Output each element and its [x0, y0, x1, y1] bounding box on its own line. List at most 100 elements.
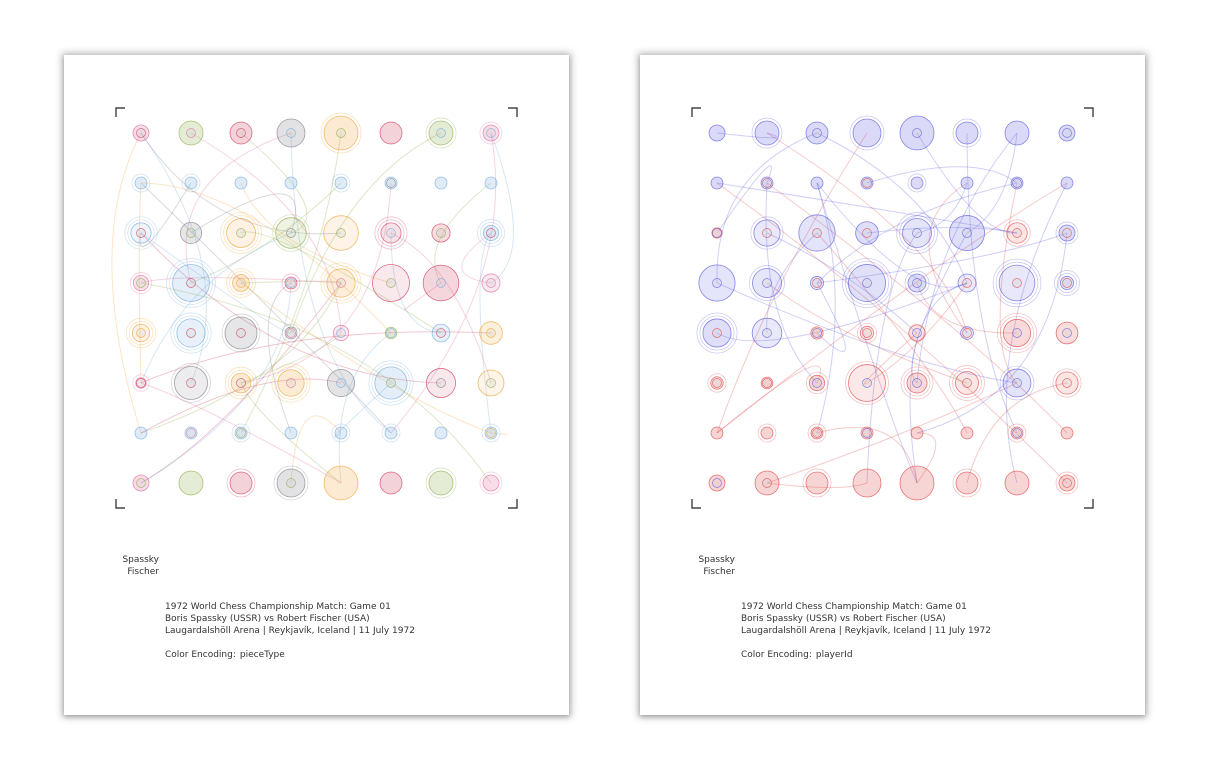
square-circle [899, 465, 935, 501]
square-circle [754, 120, 780, 146]
game-title: 1972 World Chess Championship Match: Gam… [741, 602, 967, 612]
color-encoding-label: Color Encoding: [741, 650, 812, 660]
square-circle [134, 426, 148, 440]
capture-dot [436, 278, 446, 288]
square-node [845, 361, 889, 405]
square-node [860, 426, 874, 440]
move-visualization [111, 107, 518, 509]
visit-ring [231, 423, 251, 443]
color-encoding-value: pieceType [239, 650, 285, 660]
square-node [477, 219, 505, 247]
square-node [707, 373, 727, 393]
visit-ring [899, 215, 935, 251]
move-path [240, 182, 392, 284]
visit-ring [171, 363, 211, 403]
square-circle [753, 219, 781, 247]
move-path [716, 165, 772, 234]
capture-dot [862, 278, 872, 288]
square-circle [374, 366, 408, 400]
visit-ring [750, 216, 784, 250]
square-node [323, 465, 359, 501]
move-path [816, 232, 1068, 284]
move-path [140, 331, 492, 384]
square-circle [960, 426, 974, 440]
move-path [766, 382, 1018, 484]
visit-ring [124, 216, 158, 250]
move-path [916, 182, 968, 234]
square-node [477, 369, 505, 397]
move-path [338, 332, 392, 484]
move-path [816, 132, 968, 284]
square-node [226, 268, 256, 298]
move-path [866, 282, 968, 384]
square-node [129, 271, 153, 295]
move-visualization [691, 107, 1094, 509]
move-path [866, 166, 1018, 184]
square-node [802, 468, 832, 498]
square-circle [132, 124, 150, 142]
square-circle [176, 318, 206, 348]
game-info: 1972 World Chess Championship Match: Gam… [741, 601, 991, 661]
visit-ring [696, 312, 738, 354]
square-node [281, 323, 301, 343]
visit-ring [849, 115, 885, 151]
square-circle [698, 264, 736, 302]
capture-dot [1012, 228, 1022, 238]
square-node [181, 173, 201, 193]
visit-ring [1054, 270, 1080, 296]
square-circle [132, 274, 150, 292]
square-node [807, 423, 827, 443]
capture-dot [486, 328, 496, 338]
capture-dot [762, 328, 772, 338]
move-path [909, 282, 968, 484]
move-path [140, 282, 342, 484]
move-path [816, 182, 918, 484]
square-circle [752, 268, 782, 298]
capture-dot [962, 278, 972, 288]
move-path [140, 132, 342, 235]
move-path [138, 182, 142, 384]
capture-dot [912, 378, 922, 388]
visit-ring [127, 219, 155, 247]
square-node [960, 326, 974, 340]
square-node [479, 471, 503, 495]
move-path [916, 432, 937, 484]
square-circle [482, 124, 500, 142]
capture-dot [862, 328, 872, 338]
square-circle [428, 470, 454, 496]
square-circle [907, 273, 927, 293]
visit-ring [481, 423, 501, 443]
square-node [1007, 423, 1027, 443]
square-circle [754, 470, 780, 496]
move-path [766, 182, 1068, 434]
square-node [166, 258, 216, 308]
square-node [379, 471, 403, 495]
move-path [916, 232, 1068, 434]
capture-dot [962, 228, 972, 238]
capture-dot [812, 128, 822, 138]
capture-dot [186, 378, 196, 388]
visit-ring [1003, 219, 1031, 247]
square-circle [902, 218, 932, 248]
square-node [952, 468, 982, 498]
move-path [716, 182, 1018, 234]
capture-dot [862, 178, 872, 188]
square-node [479, 321, 503, 345]
square-node [221, 313, 261, 353]
visit-ring [169, 261, 213, 305]
square-node [805, 371, 829, 395]
square-node [952, 118, 982, 148]
square-node [131, 173, 151, 193]
square-node [999, 365, 1035, 401]
move-path [390, 232, 442, 334]
move-path [240, 280, 342, 284]
capture-dot [1012, 278, 1022, 288]
square-circle [323, 465, 359, 501]
square-circle [708, 474, 726, 492]
visit-ring [166, 258, 216, 308]
move-path [490, 132, 514, 284]
square-node [1055, 321, 1079, 345]
capture-dot [712, 228, 722, 238]
move-path [240, 182, 392, 384]
white-player-label: Spassky [698, 555, 735, 565]
